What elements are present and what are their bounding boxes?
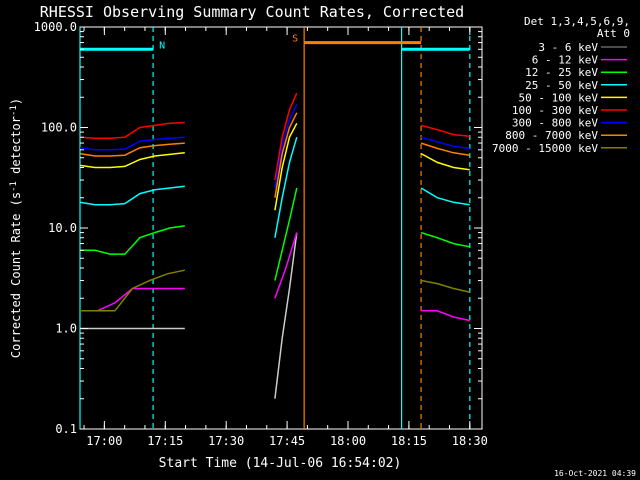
- chart-title: RHESSI Observing Summary Count Rates, Co…: [40, 3, 464, 21]
- legend-entry-label: 12 - 25 keV: [525, 66, 598, 79]
- series-lines: [79, 92, 470, 399]
- series-line: [79, 121, 185, 140]
- y-tick-label: 1000.0: [34, 20, 77, 34]
- flag-bar-label: N: [159, 40, 165, 51]
- y-tick-label: 10.0: [48, 221, 77, 235]
- legend-entry-label: 25 - 50 keV: [525, 79, 598, 92]
- series-line: [274, 92, 298, 181]
- series-line: [79, 185, 185, 206]
- x-tick-label: 17:15: [147, 434, 183, 448]
- series-line: [420, 124, 470, 137]
- series-line: [420, 231, 470, 248]
- series-line: [274, 232, 298, 299]
- legend-entry-label: 50 - 100 keV: [519, 91, 599, 104]
- series-line: [420, 279, 470, 293]
- x-tick-label: 17:30: [208, 434, 244, 448]
- legend-entry-label: 3 - 6 keV: [538, 41, 598, 54]
- x-axis-ticks: 17:00 17:15 17:30 17:45 18:00 18:15 18:30: [83, 27, 488, 448]
- y-tick-label: 0.1: [55, 422, 77, 436]
- series-line: [421, 310, 470, 322]
- legend-entry-label: 800 - 7000 keV: [505, 129, 598, 142]
- flag-bars: NS: [80, 34, 470, 51]
- flag-vertical-lines: [79, 27, 471, 429]
- legend-entry-label: 300 - 800 keV: [512, 117, 598, 130]
- legend-header-2: Att 0: [597, 27, 630, 40]
- series-line: [79, 136, 185, 151]
- series-line: [420, 187, 470, 206]
- series-line: [79, 142, 185, 157]
- x-axis-label: Start Time (14-Jul-06 16:54:02): [159, 456, 402, 471]
- x-tick-label: 17:45: [269, 434, 305, 448]
- x-tick-label: 17:00: [86, 434, 122, 448]
- x-tick-label: 18:00: [330, 434, 366, 448]
- series-line: [80, 225, 185, 255]
- legend-entry-label: 6 - 12 keV: [532, 54, 599, 67]
- plot-frame: [79, 26, 483, 430]
- flag-bar-label: S: [292, 34, 298, 45]
- legend-entry-label: 7000 - 15000 keV: [492, 142, 598, 155]
- series-line: [274, 136, 298, 238]
- series-line: [274, 112, 298, 198]
- y-axis-ticks: 0.1 1.0 10.0 100.0 1000.0: [34, 20, 482, 436]
- y-tick-label: 100.0: [41, 121, 77, 135]
- series-line: [274, 187, 298, 281]
- series-line: [274, 232, 298, 399]
- legend-header-1: Det 1,3,4,5,6,9,: [524, 15, 630, 28]
- series-line: [420, 142, 470, 156]
- y-tick-label: 1.0: [55, 322, 77, 336]
- legend-entry-label: 100 - 300 keV: [512, 104, 598, 117]
- y-axis-label: Corrected Count Rate (s-1 detector-1): [9, 98, 23, 358]
- x-tick-label: 18:15: [391, 434, 427, 448]
- series-line: [274, 103, 298, 189]
- footer-timestamp: 16-Oct-2021 04:39: [554, 469, 636, 478]
- series-line: [80, 269, 185, 312]
- x-tick-label: 18:30: [452, 434, 488, 448]
- series-line: [420, 152, 470, 171]
- series-line: [80, 287, 185, 312]
- series-line: [420, 136, 470, 150]
- series-line: [274, 122, 298, 211]
- series-line: [79, 152, 185, 169]
